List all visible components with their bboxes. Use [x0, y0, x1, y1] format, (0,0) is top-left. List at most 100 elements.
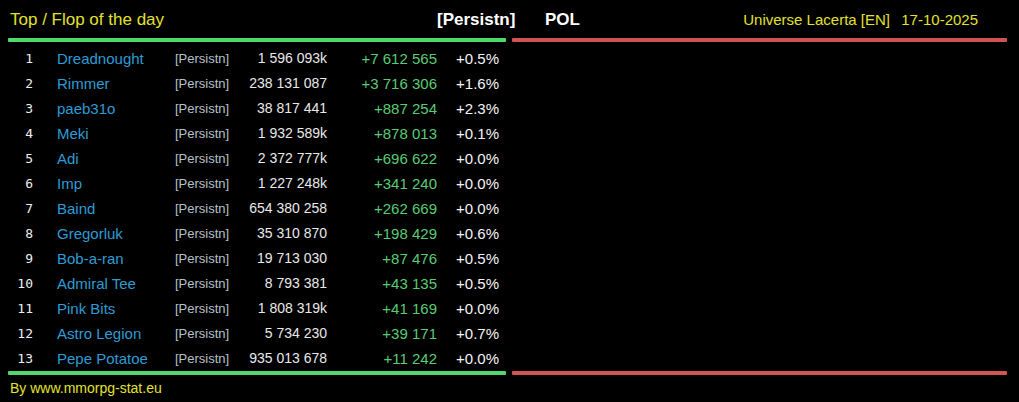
row-delta-value: +3 716 306: [327, 71, 437, 96]
date-label: 17-10-2025: [901, 10, 978, 30]
row-total-value: 238 131 087: [235, 71, 327, 96]
row-player-name[interactable]: Adi: [33, 146, 175, 171]
table-row: 6 Imp [Persistn] 1 227 248k +341 240 +0.…: [8, 171, 508, 196]
row-total-value: 2 372 777k: [235, 146, 327, 171]
row-delta-percent: +0.0%: [437, 296, 499, 321]
row-delta-value: +341 240: [327, 171, 437, 196]
row-alliance-tag: [Persistn]: [175, 71, 235, 96]
row-delta-value: +7 612 565: [327, 46, 437, 71]
row-player-name[interactable]: Astro Legion: [33, 321, 175, 346]
table-row: 3 paeb31o [Persistn] 38 817 441 +887 254…: [8, 96, 508, 121]
row-rank: 8: [8, 221, 33, 246]
row-rank: 11: [8, 296, 33, 321]
row-delta-percent: +0.5%: [437, 271, 499, 296]
row-rank: 12: [8, 321, 33, 346]
row-total-value: 1 932 589k: [235, 121, 327, 146]
table-row: 8 Gregorluk [Persistn] 35 310 870 +198 4…: [8, 221, 508, 246]
row-rank: 1: [8, 46, 33, 71]
row-alliance-tag: [Persistn]: [175, 296, 235, 321]
row-delta-percent: +0.0%: [437, 146, 499, 171]
row-player-name[interactable]: Admiral Tee: [33, 271, 175, 296]
row-player-name[interactable]: Pepe Potatoe: [33, 346, 175, 371]
row-rank: 3: [8, 96, 33, 121]
table-row: 1 Dreadnought [Persistn] 1 596 093k +7 6…: [8, 46, 508, 71]
row-delta-value: +262 669: [327, 196, 437, 221]
table-row: 10 Admiral Tee [Persistn] 8 793 381 +43 …: [8, 271, 508, 296]
row-rank: 4: [8, 121, 33, 146]
row-alliance-tag: [Persistn]: [175, 346, 235, 371]
row-alliance-tag: [Persistn]: [175, 121, 235, 146]
row-delta-value: +11 242: [327, 346, 437, 371]
row-total-value: 935 013 678: [235, 346, 327, 371]
row-player-name[interactable]: Baind: [33, 196, 175, 221]
leaderboard-rows: 1 Dreadnought [Persistn] 1 596 093k +7 6…: [8, 46, 508, 371]
row-rank: 5: [8, 146, 33, 171]
alliance-tag-header: [Persistn]: [437, 8, 515, 32]
row-total-value: 1 227 248k: [235, 171, 327, 196]
row-delta-value: +41 169: [327, 296, 437, 321]
universe-label: Universe Lacerta [EN]: [743, 10, 890, 30]
top-divider-green: [8, 38, 506, 42]
table-row: 7 Baind [Persistn] 654 380 258 +262 669 …: [8, 196, 508, 221]
row-total-value: 38 817 441: [235, 96, 327, 121]
row-delta-percent: +0.1%: [437, 121, 499, 146]
row-total-value: 5 734 230: [235, 321, 327, 346]
row-total-value: 1 596 093k: [235, 46, 327, 71]
row-player-name[interactable]: Meki: [33, 121, 175, 146]
top-flop-stats-board: Top / Flop of the day [Persistn] POL Uni…: [0, 0, 1019, 402]
row-total-value: 8 793 381: [235, 271, 327, 296]
row-alliance-tag: [Persistn]: [175, 171, 235, 196]
table-row: 2 Rimmer [Persistn] 238 131 087 +3 716 3…: [8, 71, 508, 96]
table-row: 9 Bob-a-ran [Persistn] 19 713 030 +87 47…: [8, 246, 508, 271]
row-rank: 2: [8, 71, 33, 96]
top-divider-red: [512, 38, 1007, 42]
row-delta-value: +39 171: [327, 321, 437, 346]
row-delta-value: +887 254: [327, 96, 437, 121]
row-player-name[interactable]: Pink Bits: [33, 296, 175, 321]
row-delta-percent: +1.6%: [437, 71, 499, 96]
page-title: Top / Flop of the day: [10, 8, 164, 32]
row-player-name[interactable]: Dreadnought: [33, 46, 175, 71]
row-player-name[interactable]: Gregorluk: [33, 221, 175, 246]
row-delta-percent: +0.0%: [437, 346, 499, 371]
row-rank: 6: [8, 171, 33, 196]
table-row: 12 Astro Legion [Persistn] 5 734 230 +39…: [8, 321, 508, 346]
row-rank: 10: [8, 271, 33, 296]
row-player-name[interactable]: Rimmer: [33, 71, 175, 96]
site-credit: By www.mmorpg-stat.eu: [10, 378, 162, 398]
row-delta-value: +878 013: [327, 121, 437, 146]
row-total-value: 654 380 258: [235, 196, 327, 221]
table-row: 5 Adi [Persistn] 2 372 777k +696 622 +0.…: [8, 146, 508, 171]
row-total-value: 35 310 870: [235, 221, 327, 246]
row-delta-value: +43 135: [327, 271, 437, 296]
row-delta-percent: +0.0%: [437, 196, 499, 221]
row-alliance-tag: [Persistn]: [175, 46, 235, 71]
row-alliance-tag: [Persistn]: [175, 271, 235, 296]
row-alliance-tag: [Persistn]: [175, 221, 235, 246]
row-delta-percent: +2.3%: [437, 96, 499, 121]
row-alliance-tag: [Persistn]: [175, 96, 235, 121]
row-total-value: 1 808 319k: [235, 296, 327, 321]
row-total-value: 19 713 030: [235, 246, 327, 271]
row-rank: 7: [8, 196, 33, 221]
row-alliance-tag: [Persistn]: [175, 146, 235, 171]
row-player-name[interactable]: paeb31o: [33, 96, 175, 121]
row-delta-value: +198 429: [327, 221, 437, 246]
row-player-name[interactable]: Bob-a-ran: [33, 246, 175, 271]
row-rank: 9: [8, 246, 33, 271]
row-delta-value: +696 622: [327, 146, 437, 171]
row-delta-percent: +0.7%: [437, 321, 499, 346]
country-label: POL: [545, 8, 580, 32]
table-row: 13 Pepe Potatoe [Persistn] 935 013 678 +…: [8, 346, 508, 371]
table-row: 11 Pink Bits [Persistn] 1 808 319k +41 1…: [8, 296, 508, 321]
table-row: 4 Meki [Persistn] 1 932 589k +878 013 +0…: [8, 121, 508, 146]
row-alliance-tag: [Persistn]: [175, 196, 235, 221]
row-player-name[interactable]: Imp: [33, 171, 175, 196]
row-alliance-tag: [Persistn]: [175, 321, 235, 346]
row-delta-percent: +0.5%: [437, 46, 499, 71]
row-delta-percent: +0.0%: [437, 171, 499, 196]
bottom-divider-green: [8, 371, 506, 375]
row-alliance-tag: [Persistn]: [175, 246, 235, 271]
bottom-divider-red: [512, 371, 1007, 375]
row-rank: 13: [8, 346, 33, 371]
